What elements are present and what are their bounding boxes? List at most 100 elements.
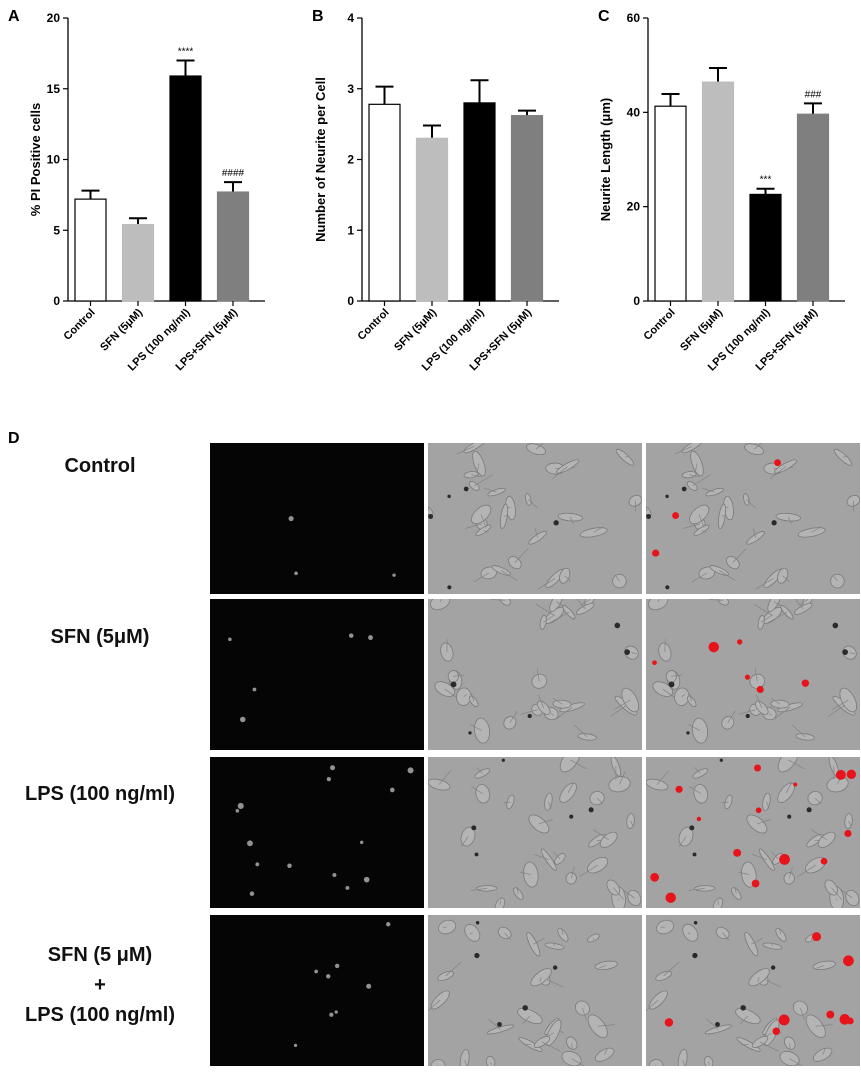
cell [709,565,729,576]
neurite [734,886,737,894]
pi-positive-cell [846,769,857,780]
neurite [539,977,542,982]
cell-signal [386,922,391,927]
cell [549,599,564,613]
cell [826,776,849,793]
debris [447,494,451,499]
neurite [613,887,624,900]
neurite [689,786,701,795]
neurite [488,1018,501,1030]
cell [717,599,729,606]
cell-signal [239,716,246,723]
neurite [708,1061,710,1065]
neurite [520,709,538,715]
neurite [718,570,736,581]
cell [587,1014,608,1039]
pi-positive-cell [675,785,683,793]
significance-label: *** [760,175,772,186]
cell [846,494,860,507]
cell [559,757,581,773]
cell [833,448,853,466]
cell-signal [363,876,370,883]
fluorescence-image [210,443,424,594]
neurite [576,599,586,610]
debris [665,585,670,590]
neurite [789,1058,803,1066]
debris [771,520,777,526]
cell [437,970,454,982]
neurite [722,932,730,941]
merge-image [646,443,860,594]
neurite [721,515,725,517]
neurite [537,694,545,708]
neurite [480,514,487,528]
neurite [662,688,676,699]
neurite [534,528,538,538]
cell [499,599,511,606]
neurite [610,705,627,717]
cell [758,848,775,871]
y-tick-label: 1 [347,223,354,237]
neurite [828,705,845,717]
pi-positive-cell [820,857,828,865]
chart-c: 0 20 40 60 Neurite Length (μm) Control SFN (5μ… [598,11,845,373]
cell [692,768,709,779]
merge-image [646,599,860,750]
debris [842,649,848,655]
cell [783,1036,796,1050]
neurite [439,599,442,603]
debris [740,1005,746,1011]
neurite [798,599,809,606]
cell [544,942,565,950]
cell [777,757,799,773]
neurite [848,820,852,826]
cell [485,1056,496,1066]
neurite [553,942,555,947]
y-tick-label: 0 [347,294,354,308]
neurite [483,530,489,533]
debris [770,965,776,970]
cell [459,1048,470,1066]
cell [486,1024,514,1035]
neurite [674,445,693,455]
neurite [682,1059,686,1066]
cell [430,1059,446,1066]
pi-positive-cell [756,685,764,694]
fluorescence-image [210,915,424,1066]
image-background [210,599,424,750]
y-tick-label: 2 [347,153,354,167]
neurite [692,474,712,487]
cell [715,926,730,940]
debris [832,622,839,629]
cell-signal [288,515,294,522]
neurite [520,871,531,875]
neurite [689,693,693,702]
neurite [752,528,756,538]
neurite [832,699,849,710]
bar-3 [749,193,782,302]
pi-positive-cell [652,660,657,666]
cell [468,481,480,491]
cell [777,782,795,803]
neurite [796,864,816,878]
neurite [671,674,683,677]
neurite [556,707,573,719]
neurite [679,836,687,847]
y-tick-label: 10 [47,153,61,167]
neurite [791,724,806,738]
pi-positive-cell [835,769,846,780]
neurite [578,864,598,878]
y-tick-label: 20 [47,11,61,25]
brightfield-image [428,757,642,908]
neurite [535,443,544,450]
neurite [474,474,494,487]
neurite [573,724,588,738]
pi-positive-cell [650,872,660,882]
cell [473,717,491,744]
y-tick-label: 60 [627,11,641,25]
cell [793,602,813,615]
cell [757,614,765,630]
neurite [528,499,538,509]
neurite [753,604,773,616]
